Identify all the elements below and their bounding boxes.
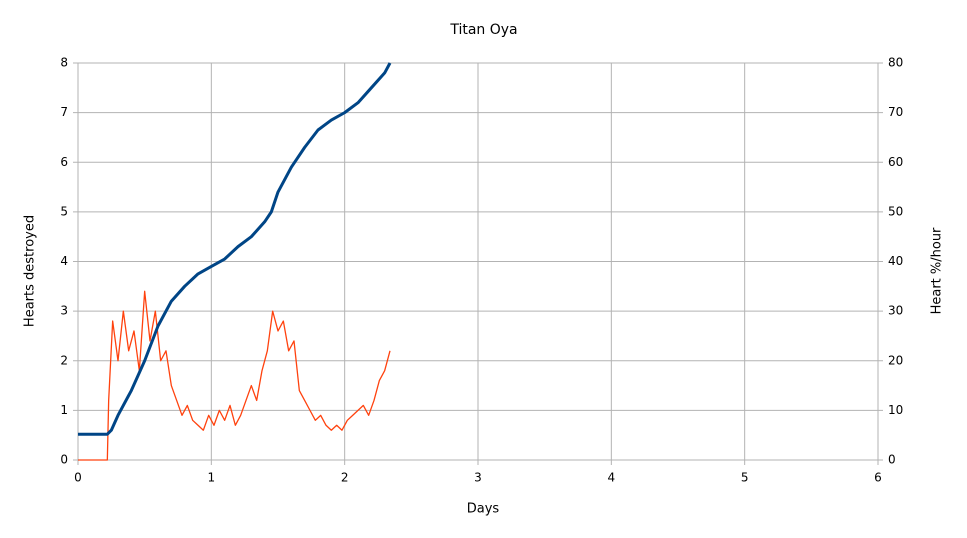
y2-tick-label: 10 [888,403,903,417]
y2-tick-label: 0 [888,453,896,467]
data-line [78,290,391,461]
y2-axis-label: Heart %/hour [930,227,945,314]
y-tick-label: 5 [60,204,68,218]
y-tick-label: 6 [60,155,68,169]
y-tick-label: 3 [60,304,68,318]
y2-tick-label: 70 [888,105,903,119]
y-tick-label: 4 [60,254,68,268]
y2-tick-label: 50 [888,204,903,218]
y2-tick-label: 60 [888,155,903,169]
x-axis-label: Days [467,502,500,517]
data-line [78,62,392,436]
y2-tick-label: 20 [888,353,903,367]
y2-tick-label: 80 [888,56,903,70]
y2-tick-label: 30 [888,304,903,318]
y-tick-label: 8 [60,56,68,70]
x-tick-label: 3 [474,471,482,485]
y-tick-label: 7 [60,105,68,119]
x-tick-label: 4 [608,471,616,485]
x-tick-label: 2 [341,471,349,485]
chart-title: Titan Oya [449,22,517,38]
y-tick-label: 0 [60,453,68,467]
y-tick-label: 1 [60,403,68,417]
x-tick-label: 0 [74,471,82,485]
y-axis-label: Hearts destroyed [23,215,38,327]
x-tick-label: 6 [874,471,882,485]
x-tick-label: 1 [208,471,216,485]
y2-tick-label: 40 [888,254,903,268]
y-tick-label: 2 [60,353,68,367]
x-tick-label: 5 [741,471,749,485]
